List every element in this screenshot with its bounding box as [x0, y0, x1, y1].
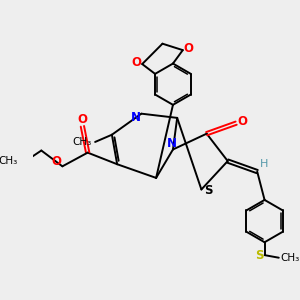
Text: O: O	[238, 115, 248, 128]
Text: O: O	[131, 56, 142, 69]
Text: N: N	[131, 111, 141, 124]
Text: H: H	[260, 159, 269, 169]
Text: CH₃: CH₃	[280, 253, 299, 263]
Text: O: O	[52, 155, 62, 168]
Text: CH₃: CH₃	[73, 137, 92, 147]
Text: O: O	[183, 42, 194, 55]
Text: N: N	[167, 136, 176, 149]
Text: O: O	[77, 113, 87, 126]
Text: S: S	[255, 249, 263, 262]
Text: CH₃: CH₃	[0, 156, 17, 167]
Text: S: S	[204, 184, 213, 196]
